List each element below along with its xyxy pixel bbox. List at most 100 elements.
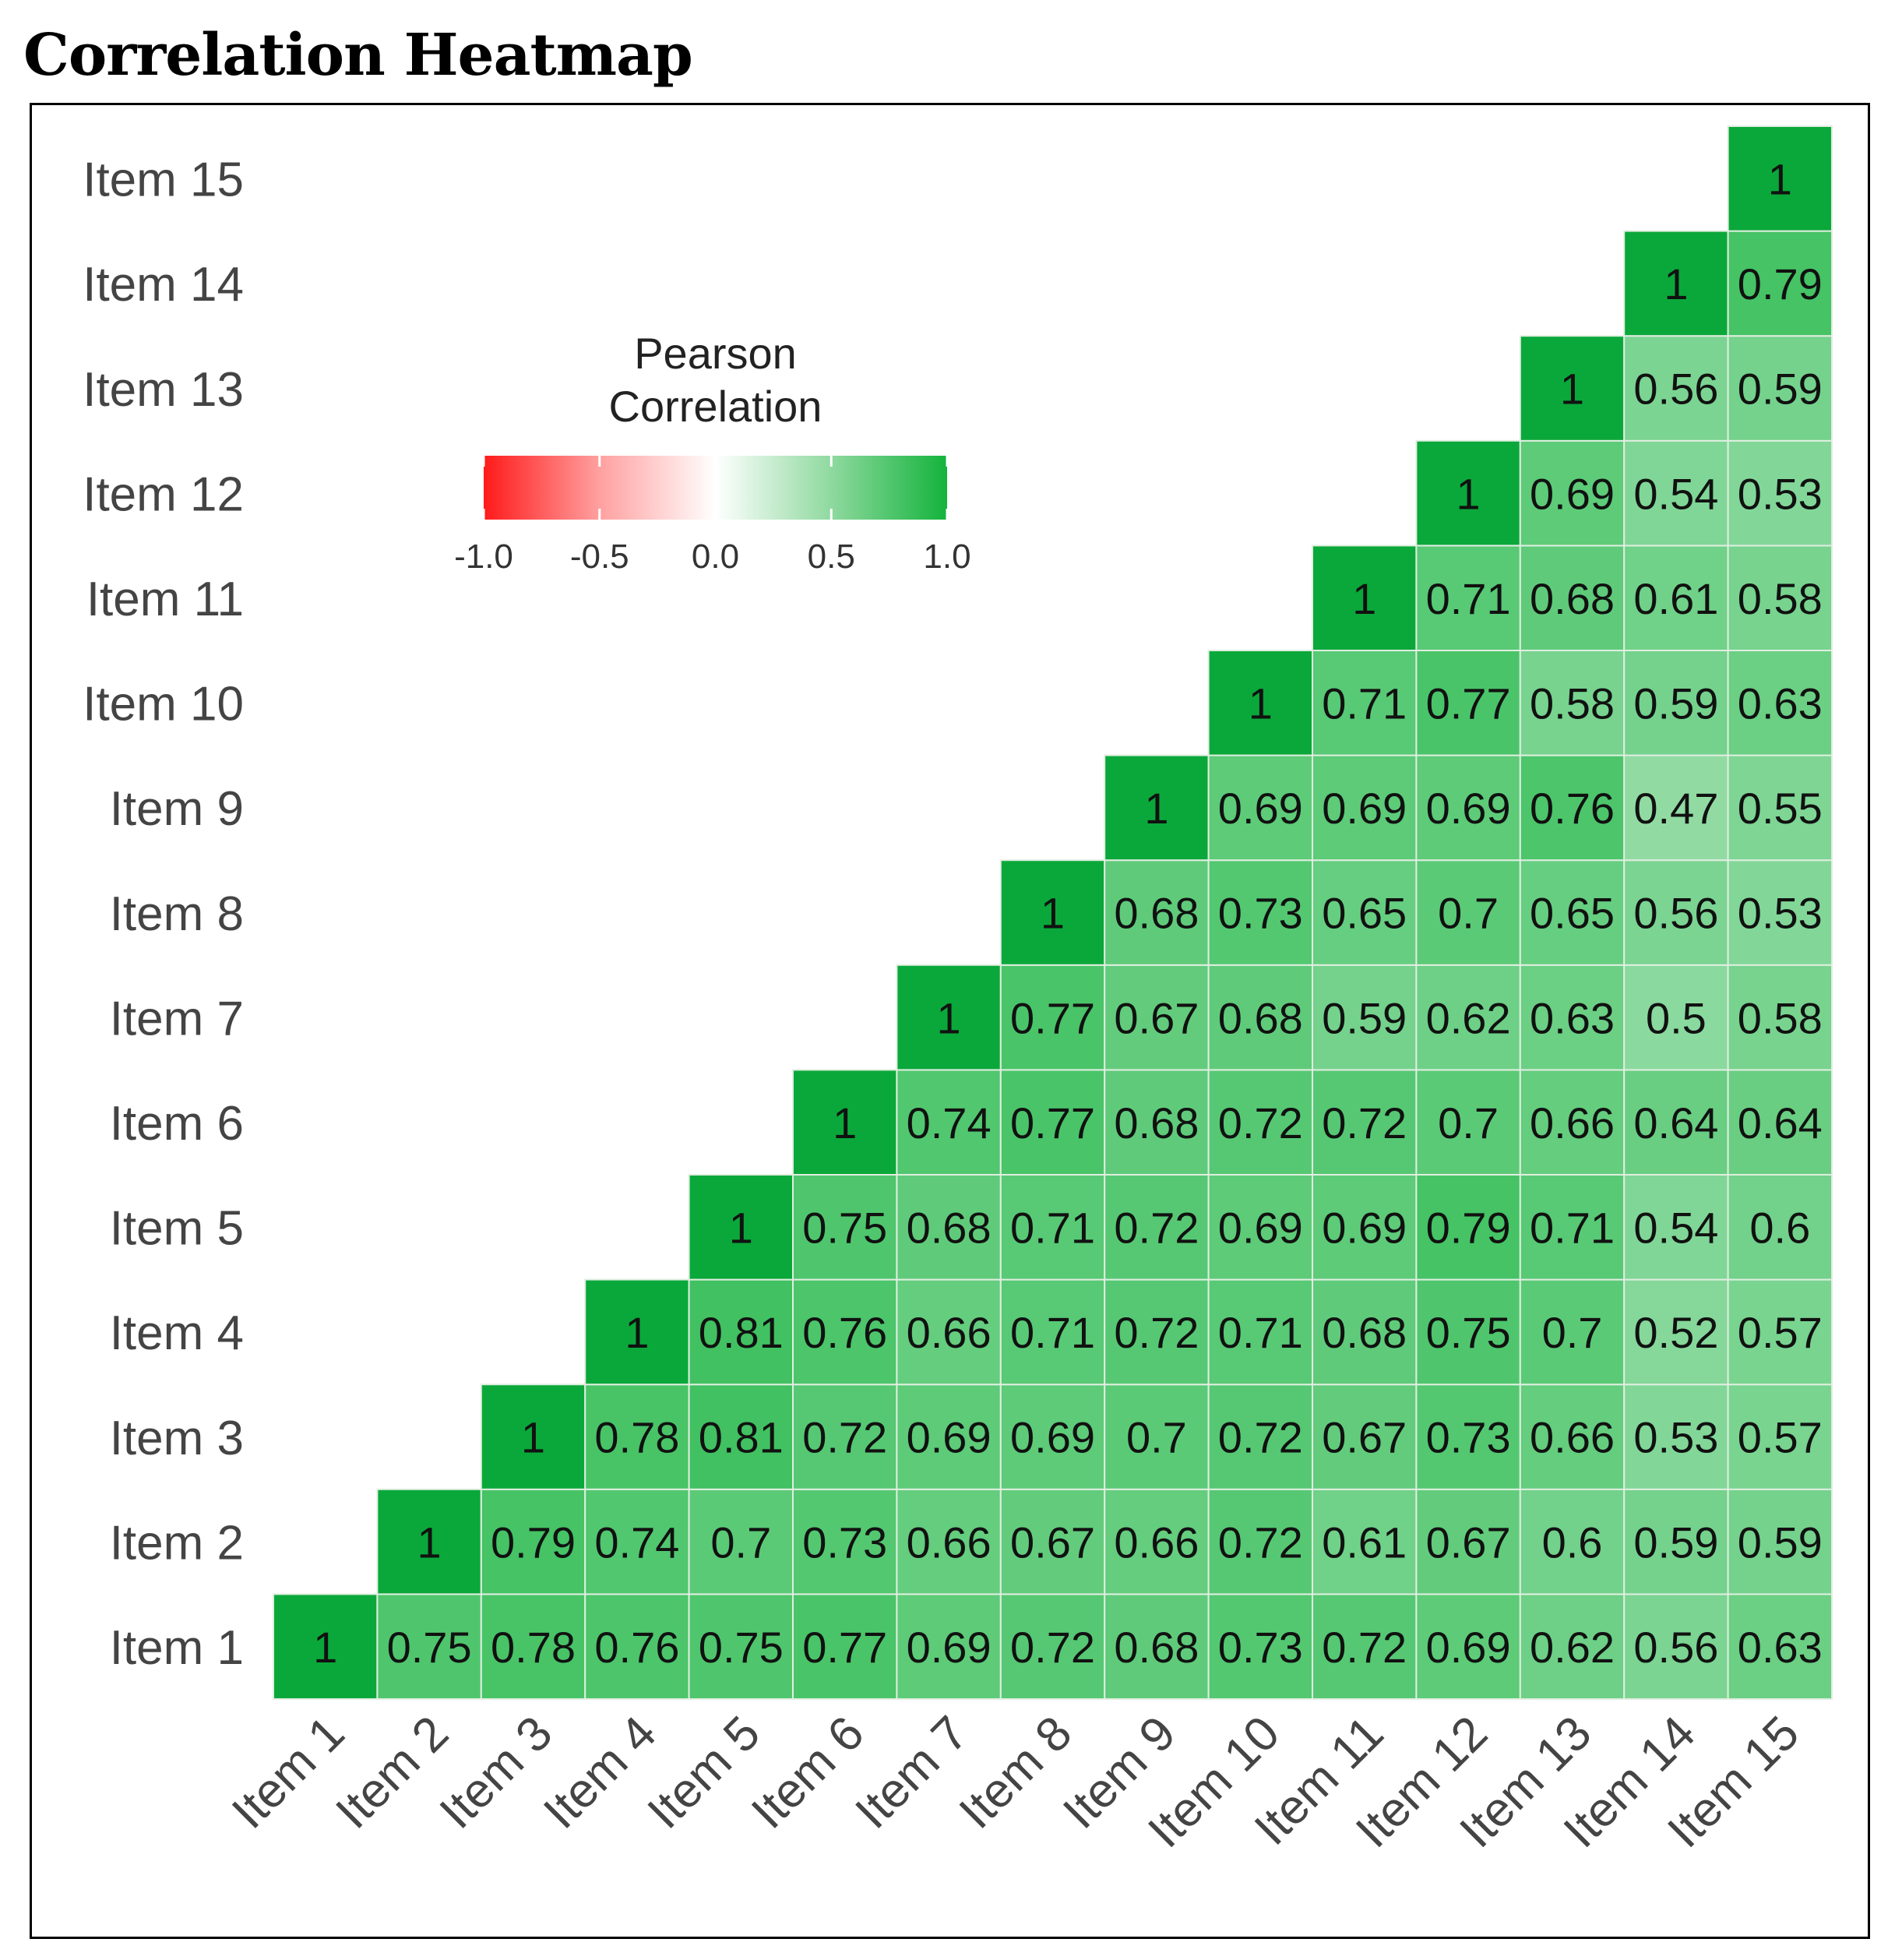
- y-tick-label: Item 14: [83, 258, 244, 312]
- heatmap-cell: [999, 1384, 1106, 1490]
- heatmap-cell: [1519, 335, 1626, 442]
- heatmap-cell: [376, 1488, 482, 1595]
- heatmap-cell: [1415, 545, 1521, 652]
- cell-value-label: 0.74: [907, 1098, 992, 1147]
- cell-value-label: 0.78: [491, 1623, 576, 1672]
- heatmap-cell: [896, 1384, 1002, 1490]
- cell-value-label: 0.72: [1010, 1623, 1095, 1672]
- heatmap-cell: [1519, 545, 1626, 652]
- y-tick-label: Item 8: [110, 887, 244, 941]
- heatmap-cell: [1207, 964, 1313, 1071]
- heatmap-cell: [376, 1593, 482, 1701]
- heatmap-cell: [1104, 1384, 1210, 1490]
- cell-value-label: 0.72: [1114, 1204, 1199, 1253]
- heatmap-cell: [1727, 545, 1833, 652]
- cell-value-label: 0.72: [1322, 1098, 1407, 1147]
- cell-value-label: 0.72: [1114, 1308, 1199, 1357]
- cell-value-label: 0.76: [802, 1308, 887, 1357]
- cell-value-label: 1: [625, 1308, 649, 1357]
- cell-value-label: 0.58: [1530, 679, 1615, 728]
- x-tick-label: Item 3: [430, 1706, 563, 1839]
- cell-value-label: 0.81: [699, 1413, 784, 1462]
- heatmap-cell: [1727, 650, 1833, 756]
- cell-value-label: 0.6: [1542, 1518, 1603, 1567]
- legend-tick-label: -0.5: [570, 538, 629, 576]
- correlation-heatmap: 1 0.75 0.78 0.76 0.75 0.77 0.69 0.72 0.68 0.73 0.7…: [83, 125, 1833, 1858]
- cell-value-label: 0.64: [1633, 1098, 1718, 1147]
- cell-value-label: 0.79: [491, 1518, 576, 1567]
- heatmap-cell: [1623, 545, 1729, 652]
- cell-value-label: 0.71: [1322, 679, 1407, 728]
- cell-value-label: 0.53: [1738, 469, 1823, 518]
- cell-value-label: 0.63: [1738, 1623, 1823, 1672]
- cell-value-label: 0.47: [1633, 784, 1718, 833]
- heatmap-cell-labels: 1 0.75 0.78 0.76 0.75 0.77 0.69 0.72 0.68 0.73 0.7…: [313, 155, 1823, 1672]
- heatmap-cell: [999, 964, 1106, 1071]
- heatmap-cell: [896, 1278, 1002, 1386]
- cell-value-label: 0.72: [1218, 1098, 1303, 1147]
- heatmap-cell: [1623, 230, 1729, 337]
- cell-value-label: 0.71: [1010, 1308, 1095, 1357]
- heatmap-cell: [1207, 754, 1313, 862]
- heatmap-cell: [1312, 1174, 1418, 1281]
- cell-value-label: 0.76: [594, 1623, 679, 1672]
- y-tick-label: Item 4: [110, 1306, 244, 1360]
- cell-value-label: 0.75: [699, 1623, 784, 1672]
- cell-value-label: 0.69: [1322, 784, 1407, 833]
- heatmap-cell: [1207, 1069, 1313, 1176]
- heatmap-cell: [1207, 1384, 1313, 1490]
- cell-value-label: 0.56: [1633, 365, 1718, 414]
- heatmap-cell: [584, 1593, 690, 1701]
- heatmap-cell: [1207, 650, 1313, 756]
- cell-value-label: 0.55: [1738, 784, 1823, 833]
- cell-value-label: 0.77: [1426, 679, 1511, 728]
- cell-value-label: 0.81: [699, 1308, 784, 1357]
- cell-value-label: 0.75: [1426, 1308, 1511, 1357]
- legend-tick-label: 0.0: [692, 538, 739, 576]
- cell-value-label: 1: [521, 1413, 545, 1462]
- heatmap-cell: [1104, 1278, 1210, 1386]
- cell-value-label: 0.67: [1322, 1413, 1407, 1462]
- heatmap-cell: [792, 1278, 898, 1386]
- x-tick-label: Item 7: [845, 1706, 978, 1839]
- heatmap-cell: [1727, 1593, 1833, 1701]
- cell-value-label: 0.66: [1114, 1518, 1199, 1567]
- heatmap-cell: [1727, 125, 1833, 232]
- cell-value-label: 0.62: [1426, 993, 1511, 1042]
- heatmap-cell: [1623, 1069, 1729, 1176]
- cell-value-label: 0.65: [1322, 889, 1407, 938]
- x-tick-label: Item 8: [949, 1706, 1083, 1839]
- heatmap-cell: [273, 1593, 379, 1701]
- cell-value-label: 0.69: [1426, 784, 1511, 833]
- cell-value-label: 0.71: [1426, 574, 1511, 623]
- cell-value-label: 0.67: [1114, 993, 1199, 1042]
- heatmap-cell: [1727, 1278, 1833, 1386]
- heatmap-cell: [792, 1593, 898, 1701]
- heatmap-cell: [1623, 1278, 1729, 1386]
- cell-value-label: 0.59: [1322, 993, 1407, 1042]
- y-tick-label: Item 12: [83, 467, 244, 521]
- x-tick-label: Item 4: [534, 1706, 667, 1839]
- cell-value-label: 1: [1768, 155, 1792, 204]
- heatmap-cell: [999, 1593, 1106, 1701]
- heatmap-cell: [1519, 1488, 1626, 1595]
- x-tick-label: Item 1: [222, 1706, 355, 1839]
- cell-value-label: 0.57: [1738, 1413, 1823, 1462]
- heatmap-cell: [1727, 1069, 1833, 1176]
- heatmap-cell: [896, 964, 1002, 1071]
- heatmap-cell: [1207, 1593, 1313, 1701]
- heatmap-cell: [1104, 1593, 1210, 1701]
- cell-value-label: 0.73: [802, 1518, 887, 1567]
- y-tick-label: Item 7: [110, 992, 244, 1045]
- cell-value-label: 0.61: [1322, 1518, 1407, 1567]
- cell-value-label: 1: [729, 1204, 753, 1253]
- y-tick-label: Item 9: [110, 782, 244, 836]
- heatmap-cell: [688, 1174, 794, 1281]
- heatmap-cell: [1207, 1278, 1313, 1386]
- cell-value-label: 0.67: [1010, 1518, 1095, 1567]
- heatmap-cell: [1312, 1488, 1418, 1595]
- cell-value-label: 0.66: [907, 1518, 992, 1567]
- cell-value-label: 0.59: [1633, 1518, 1718, 1567]
- cell-value-label: 0.63: [1530, 993, 1615, 1042]
